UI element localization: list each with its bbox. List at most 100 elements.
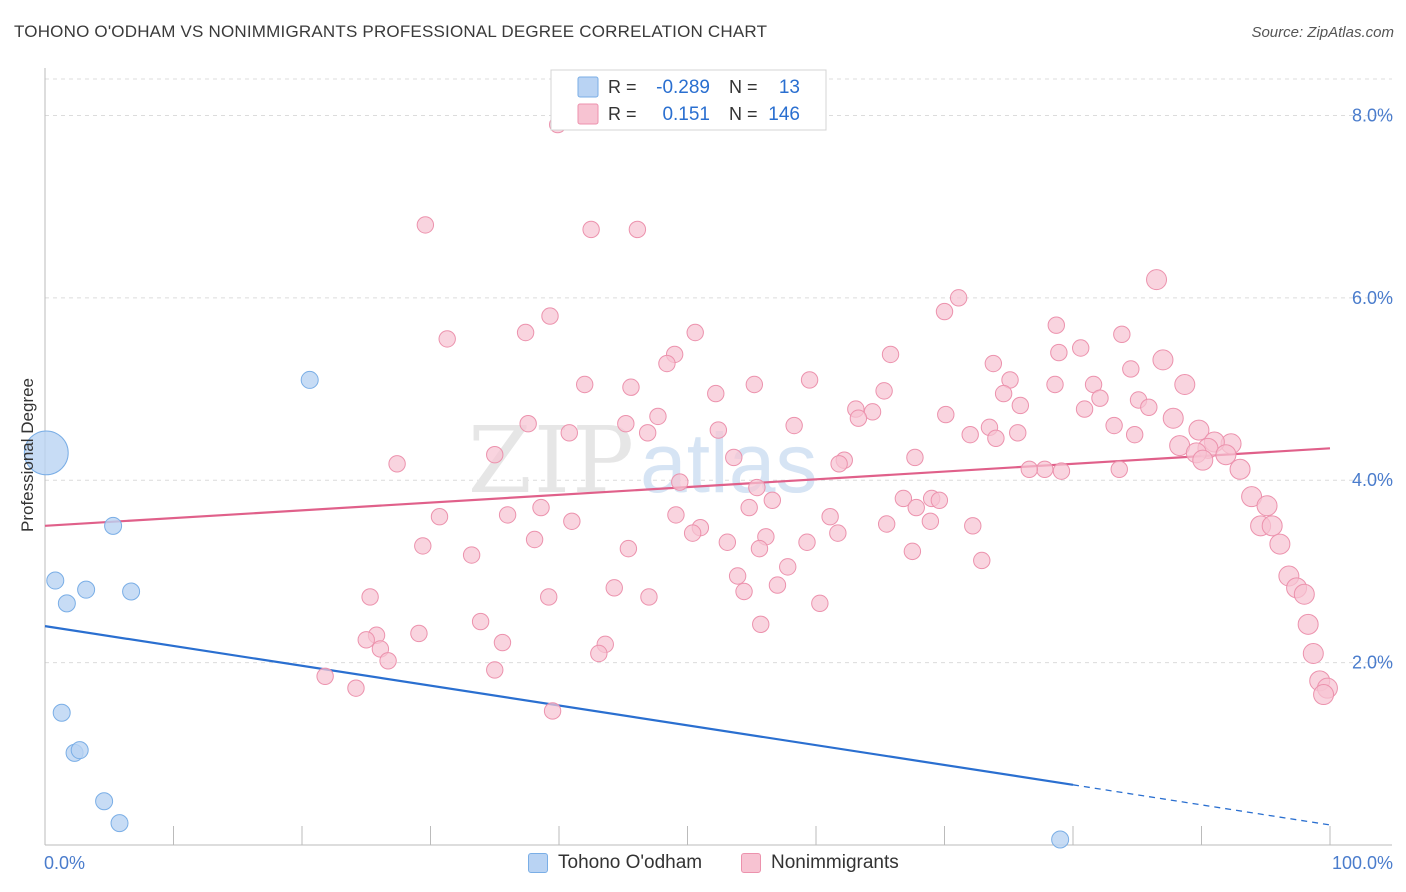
legend-item-nonimmigrants: Nonimmigrants — [741, 852, 899, 874]
point-nonimmigrants — [640, 588, 658, 606]
point-nonimmigrants — [1293, 583, 1315, 605]
point-nonimmigrants — [811, 594, 829, 613]
point-nonimmigrants — [414, 537, 432, 555]
point-nonimmigrants — [671, 473, 689, 491]
point-tohono-oodham — [57, 594, 76, 613]
point-nonimmigrants — [628, 220, 647, 239]
point-nonimmigrants — [907, 498, 925, 517]
point-nonimmigrants — [1050, 343, 1068, 362]
point-nonimmigrants — [541, 307, 559, 325]
point-nonimmigrants — [752, 615, 770, 634]
point-nonimmigrants — [994, 384, 1013, 403]
point-tohono-oodham — [110, 814, 129, 833]
point-nonimmigrants — [768, 576, 787, 594]
points-nonimmigrants — [316, 115, 1338, 720]
legend-r-label-blue: R = — [608, 77, 637, 97]
point-nonimmigrants — [930, 491, 949, 509]
point-nonimmigrants — [1188, 419, 1210, 441]
point-nonimmigrants — [903, 542, 922, 561]
point-tohono-oodham — [52, 703, 71, 722]
point-nonimmigrants — [638, 424, 657, 442]
point-nonimmigrants — [748, 478, 766, 497]
y-tick-label: 2.0% — [1352, 653, 1393, 673]
point-nonimmigrants — [649, 407, 667, 426]
point-nonimmigrants — [1046, 375, 1064, 394]
point-nonimmigrants — [949, 289, 968, 307]
point-nonimmigrants — [709, 421, 728, 439]
point-nonimmigrants — [622, 378, 640, 396]
point-nonimmigrants — [935, 302, 954, 321]
point-nonimmigrants — [984, 354, 1003, 373]
point-nonimmigrants — [1140, 398, 1158, 416]
point-nonimmigrants — [921, 512, 940, 530]
trend-line-tohono-oodham-extension — [1072, 784, 1331, 826]
point-nonimmigrants — [964, 517, 982, 535]
point-tohono-oodham — [77, 580, 96, 599]
point-nonimmigrants — [829, 524, 847, 542]
point-nonimmigrants — [1052, 462, 1071, 480]
legend-swatch-tohono — [528, 853, 548, 873]
point-tohono-oodham — [23, 430, 69, 476]
point-nonimmigrants — [563, 512, 581, 530]
point-tohono-oodham — [122, 582, 141, 601]
point-nonimmigrants — [987, 429, 1005, 447]
point-nonimmigrants — [361, 588, 379, 606]
point-nonimmigrants — [728, 567, 747, 585]
y-tick-label: 6.0% — [1352, 288, 1393, 308]
point-nonimmigrants — [498, 506, 517, 524]
point-nonimmigrants — [735, 582, 753, 601]
point-tohono-oodham — [1051, 830, 1070, 849]
point-nonimmigrants — [779, 558, 797, 576]
point-nonimmigrants — [410, 624, 428, 643]
point-nonimmigrants — [471, 612, 490, 631]
x-tick-label-min: 0.0% — [44, 853, 85, 873]
point-nonimmigrants — [718, 533, 737, 551]
legend-swatch-blue — [577, 76, 599, 98]
x-tick-labels: 0.0% 100.0% — [44, 853, 1393, 873]
point-nonimmigrants — [683, 524, 702, 542]
point-nonimmigrants — [1146, 269, 1168, 291]
point-nonimmigrants — [1215, 444, 1237, 466]
point-nonimmigrants — [745, 375, 764, 394]
point-nonimmigrants — [1036, 460, 1054, 478]
point-nonimmigrants — [798, 533, 816, 551]
point-nonimmigrants — [316, 667, 334, 685]
point-nonimmigrants — [532, 498, 550, 517]
legend-r-label-pink: R = — [608, 104, 637, 124]
points-tohono-oodham — [23, 370, 1070, 849]
point-nonimmigrants — [379, 652, 397, 670]
point-nonimmigrants — [519, 415, 537, 433]
point-nonimmigrants — [493, 633, 512, 652]
point-nonimmigrants — [830, 455, 848, 473]
point-nonimmigrants — [540, 588, 558, 606]
legend-bottom: Tohono O'odham Nonimmigrants — [0, 852, 1406, 878]
chart-source: Source: ZipAtlas.com — [1251, 24, 1394, 41]
y-tick-label: 4.0% — [1352, 470, 1393, 490]
point-nonimmigrants — [937, 405, 955, 424]
point-nonimmigrants — [486, 446, 504, 464]
legend-swatch-pink — [577, 103, 599, 125]
point-nonimmigrants — [1075, 400, 1094, 418]
point-nonimmigrants — [1122, 360, 1140, 378]
point-nonimmigrants — [605, 579, 623, 597]
legend-swatch-nonimmigrants — [741, 853, 761, 873]
point-nonimmigrants — [1011, 396, 1030, 415]
point-nonimmigrants — [347, 679, 365, 697]
point-tohono-oodham — [300, 370, 319, 389]
point-nonimmigrants — [906, 448, 924, 467]
legend-n-value-pink: 146 — [768, 104, 800, 125]
chart-title: TOHONO O'ODHAM VS NONIMMIGRANTS PROFESSI… — [14, 22, 768, 41]
point-nonimmigrants — [875, 382, 893, 400]
legend-n-label-blue: N = — [729, 77, 758, 97]
legend-top: R = -0.289 N = 13 R = 0.151 N = 146 — [550, 69, 827, 131]
point-nonimmigrants — [785, 416, 803, 435]
point-nonimmigrants — [617, 415, 635, 433]
point-nonimmigrants — [388, 455, 406, 473]
legend-label-tohono: Tohono O'odham — [558, 852, 703, 873]
point-nonimmigrants — [619, 539, 638, 558]
point-nonimmigrants — [763, 491, 782, 509]
point-nonimmigrants — [821, 508, 839, 526]
point-nonimmigrants — [973, 551, 991, 570]
point-nonimmigrants — [1105, 416, 1123, 435]
